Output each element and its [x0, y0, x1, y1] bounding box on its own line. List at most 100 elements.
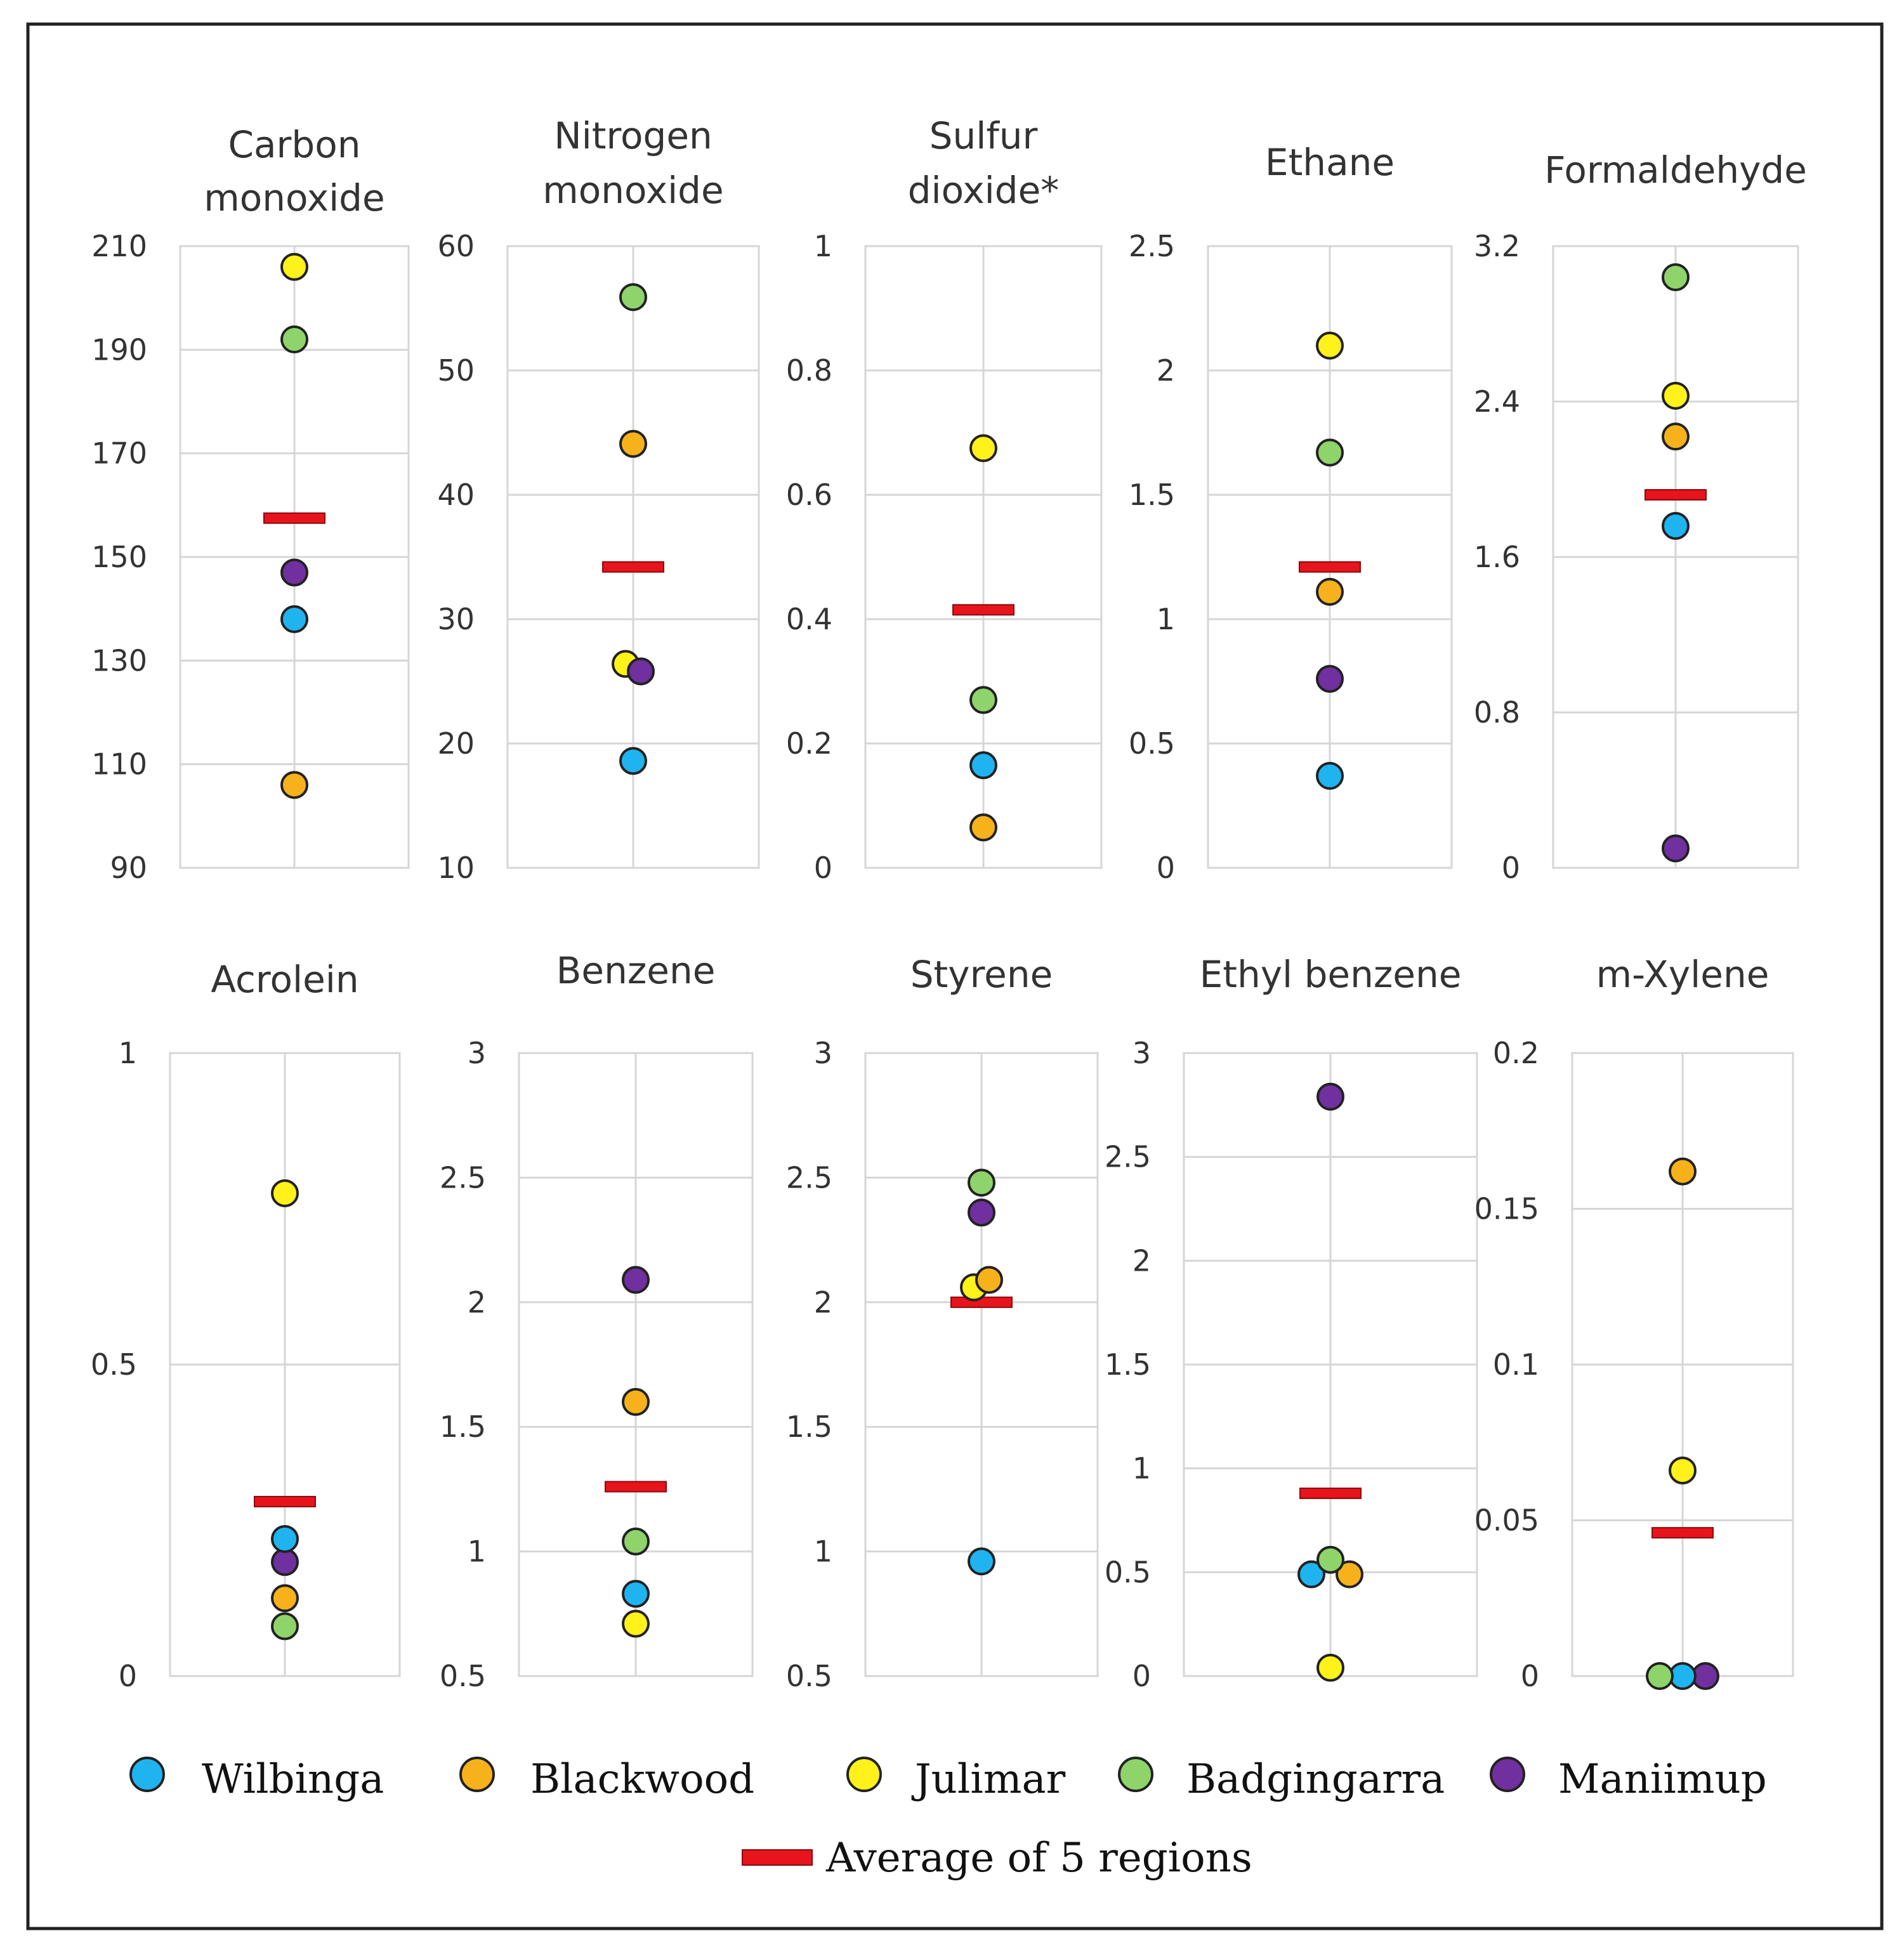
y-tick-label: 60	[437, 229, 475, 263]
panel-nitrogen-monoxide: Nitrogen monoxide 60 50 40 30 20 10	[437, 114, 760, 885]
average-bar	[263, 512, 325, 524]
y-tick-label: 150	[91, 540, 147, 574]
y-tick-label: 0.5	[786, 1659, 832, 1693]
y-tick-label: 2.5	[1105, 1140, 1151, 1174]
legend: Wilbinga Blackwood Julimar Badgingarra Manii…	[129, 1756, 1767, 1882]
panel-formaldehyde: Formaldehyde 3.2 2.4 1.6 0.8 0	[1474, 148, 1807, 885]
legend-label-badgingarra: Badgingarra	[1186, 1756, 1445, 1803]
point-julimar	[1662, 381, 1690, 410]
point-badgingarra	[1646, 1662, 1674, 1690]
average-bar	[602, 561, 664, 573]
y-tick-label: 1	[814, 1535, 832, 1569]
y-tick-label: 3	[814, 1036, 832, 1070]
y-tick-label: 2.5	[786, 1160, 832, 1195]
y-tick-label: 0	[1521, 1659, 1539, 1693]
panel-ethane: Ethane 2.5 2 1.5 1 0.5 0	[1129, 141, 1453, 885]
y-tick-label: 0	[119, 1659, 137, 1693]
point-julimar	[280, 252, 308, 281]
point-blackwood	[1662, 422, 1690, 451]
point-wilbinga	[619, 747, 647, 775]
point-maniimup	[622, 1266, 650, 1294]
y-tick-label: 0.5	[440, 1659, 486, 1693]
point-wilbinga	[968, 1547, 995, 1576]
point-wilbinga	[622, 1580, 650, 1608]
y-tick-label: 130	[91, 643, 147, 678]
y-tick-label: 3	[1133, 1036, 1151, 1070]
legend-label-wilbinga: Wilbinga	[202, 1756, 384, 1803]
panel-title-line: monoxide	[204, 176, 384, 219]
y-tick-label: 2	[468, 1285, 486, 1320]
panel-benzene: Benzene 3 2.5 2 1.5 1 0.5	[440, 949, 754, 1693]
y-tick-label: 170	[91, 436, 147, 471]
legend-label-blackwood: Blackwood	[530, 1756, 754, 1803]
y-tick-label: 0.05	[1474, 1503, 1539, 1538]
point-maniimup	[968, 1198, 995, 1227]
y-tick-label: 0.4	[786, 602, 832, 636]
panel-ethyl-benzene: Ethyl benzene 3 2.5 2 1.5 1 0.5 0	[1105, 953, 1478, 1693]
point-julimar	[271, 1179, 299, 1207]
point-badgingarra	[622, 1527, 650, 1556]
point-blackwood	[1316, 577, 1344, 606]
average-bar	[1651, 1527, 1714, 1539]
point-badgingarra	[1316, 438, 1344, 467]
point-badgingarra	[968, 1169, 995, 1197]
y-tick-label: 2.4	[1474, 384, 1520, 419]
point-julimar	[622, 1609, 650, 1638]
point-wilbinga	[280, 605, 308, 633]
legend-swatch-average	[742, 1849, 813, 1866]
panel-title-line: Acrolein	[211, 958, 358, 1001]
point-maniimup	[271, 1548, 299, 1576]
y-tick-label: 0.5	[1129, 726, 1175, 761]
point-badgingarra	[969, 686, 997, 714]
panel-styrene: Styrene 3 2.5 2 1.5 1 0.5	[786, 953, 1099, 1693]
point-maniimup	[627, 657, 655, 686]
y-tick-label: 1.5	[1129, 478, 1175, 512]
y-tick-label: 0	[814, 851, 832, 885]
legend-swatch-badgingarra	[1118, 1757, 1153, 1792]
y-tick-label: 2.5	[1129, 229, 1175, 263]
y-tick-label: 0.8	[1474, 695, 1520, 730]
y-tick-label: 0.6	[786, 478, 832, 512]
panel-title-line: Benzene	[556, 949, 716, 992]
y-tick-label: 3.2	[1474, 229, 1520, 263]
average-bar	[1299, 561, 1361, 573]
panel-title-line: Ethane	[1265, 141, 1395, 184]
panel-title-line: Styrene	[910, 953, 1053, 996]
point-wilbinga	[969, 751, 997, 780]
point-maniimup	[1316, 665, 1344, 693]
legend-label-average: Average of 5 regions	[825, 1835, 1252, 1882]
legend-swatch-wilbinga	[129, 1757, 165, 1792]
legend-label-maniimup: Maniimup	[1558, 1756, 1767, 1803]
y-tick-label: 3	[468, 1036, 486, 1070]
point-wilbinga	[1316, 761, 1344, 790]
y-tick-label: 2	[1157, 353, 1175, 388]
panel-m-xylene: m-Xylene 0.2 0.15 0.1 0.05 0	[1474, 953, 1794, 1693]
point-blackwood	[975, 1266, 1003, 1294]
y-tick-label: 50	[437, 353, 475, 388]
point-maniimup	[1662, 834, 1690, 863]
point-wilbinga	[1662, 512, 1690, 540]
y-tick-label: 0	[1502, 851, 1520, 885]
y-tick-label: 10	[437, 851, 475, 885]
y-tick-label: 1	[468, 1535, 486, 1569]
y-tick-label: 210	[91, 229, 147, 263]
y-tick-label: 2	[814, 1285, 832, 1320]
legend-swatch-julimar	[846, 1757, 882, 1792]
point-badgingarra	[280, 325, 308, 353]
panel-acrolein: Acrolein 1 0.5 0	[91, 958, 401, 1693]
average-bar	[952, 604, 1014, 616]
y-tick-label: 1.6	[1474, 540, 1520, 574]
legend-swatch-blackwood	[459, 1757, 495, 1792]
y-tick-label: 1.5	[440, 1410, 486, 1444]
point-blackwood	[271, 1584, 299, 1613]
y-tick-label: 2.5	[440, 1160, 486, 1195]
legend-swatch-maniimup	[1490, 1757, 1525, 1792]
y-tick-label: 0.2	[1493, 1036, 1539, 1070]
y-tick-label: 190	[91, 332, 147, 367]
average-bar	[1299, 1487, 1362, 1499]
y-tick-label: 90	[110, 851, 147, 885]
y-tick-label: 30	[437, 602, 475, 636]
average-bar	[254, 1496, 316, 1508]
point-blackwood	[1669, 1157, 1697, 1186]
